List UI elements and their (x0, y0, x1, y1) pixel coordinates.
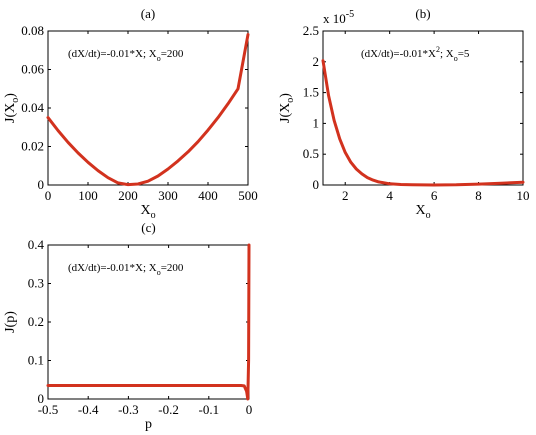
equation-annotation: (dX/dt)=-0.01*X; Xo=200 (68, 262, 184, 277)
y-tick-label: 0.06 (21, 62, 44, 77)
x-tick-label: 0 (45, 188, 52, 203)
x-tick-label: 0 (246, 402, 253, 417)
y-tick-label: 0.02 (21, 139, 44, 154)
y-tick-label: 0 (313, 177, 320, 192)
x-tick-label: 100 (78, 188, 98, 203)
y-tick-label: 1 (313, 115, 320, 130)
panel-c: -0.5 -0.4 -0.3 -0.2 -0.1 0 0 0.1 0.2 0.3 0.4 (c) p J(… (3, 220, 252, 432)
x-tick-label: 500 (238, 188, 258, 203)
x-tick-label: 4 (386, 188, 393, 203)
series-line (46, 33, 250, 187)
x-axis-label: Xo (140, 203, 155, 221)
x-tick-label: -0.3 (118, 402, 139, 417)
panel-b: 2 4 6 8 10 0 0.5 1 1.5 2 2.5 (b) Xo J(Xo) x 10-5 (dX/dt… (278, 6, 530, 221)
x-tick-label: 10 (517, 188, 530, 203)
y-tick-label: 0.1 (28, 353, 44, 368)
x-tick-label: -0.2 (158, 402, 179, 417)
y-tick-label: 0.08 (21, 23, 44, 38)
plot-frame (47, 30, 249, 186)
y-tick-label: 0 (38, 177, 45, 192)
y-tick-label: 0.5 (303, 146, 319, 161)
x-tick-label: 6 (431, 188, 438, 203)
y-axis-label: J(p) (3, 311, 18, 333)
y-tick-label: 2 (313, 54, 320, 69)
y-tick-label: 0.04 (21, 100, 44, 115)
y-exponent-label: x 10-5 (323, 9, 354, 26)
equation-annotation: (dX/dt)=-0.01*X; Xo=200 (68, 48, 184, 63)
panel-title: (a) (141, 6, 155, 21)
y-tick-label: 0.4 (28, 237, 45, 252)
y-axis-label: J(Xo) (278, 93, 296, 123)
series-line (321, 59, 525, 187)
x-tick-label: -0.4 (78, 402, 99, 417)
x-tick-label: 8 (475, 188, 482, 203)
x-tick-label: 300 (158, 188, 178, 203)
equation-annotation: (dX/dt)=-0.01*X2; Xo=5 (361, 45, 470, 63)
plot-frame (322, 30, 524, 186)
y-tick-label: 1.5 (303, 85, 319, 100)
y-tick-label: 0 (38, 391, 45, 406)
y-axis-label: J(Xo) (3, 93, 21, 123)
y-tick-label: 2.5 (303, 23, 319, 38)
x-tick-label: 200 (118, 188, 138, 203)
x-tick-label: 400 (198, 188, 218, 203)
y-tick-label: 0.2 (28, 314, 44, 329)
x-axis-label: Xo (415, 203, 430, 221)
panel-a: 0 100 200 300 400 500 0 0.02 0.04 0.06 0.08 (a) Xo J(… (3, 6, 258, 221)
x-tick-label: 2 (342, 188, 349, 203)
x-axis-label: p (145, 417, 152, 432)
panel-title: (c) (141, 220, 155, 235)
panel-title: (b) (415, 6, 430, 21)
series-line (46, 243, 251, 401)
plot-frame (47, 244, 250, 400)
x-tick-label: -0.1 (199, 402, 220, 417)
x-tick-label: -0.5 (38, 402, 59, 417)
y-tick-label: 0.3 (28, 276, 44, 291)
